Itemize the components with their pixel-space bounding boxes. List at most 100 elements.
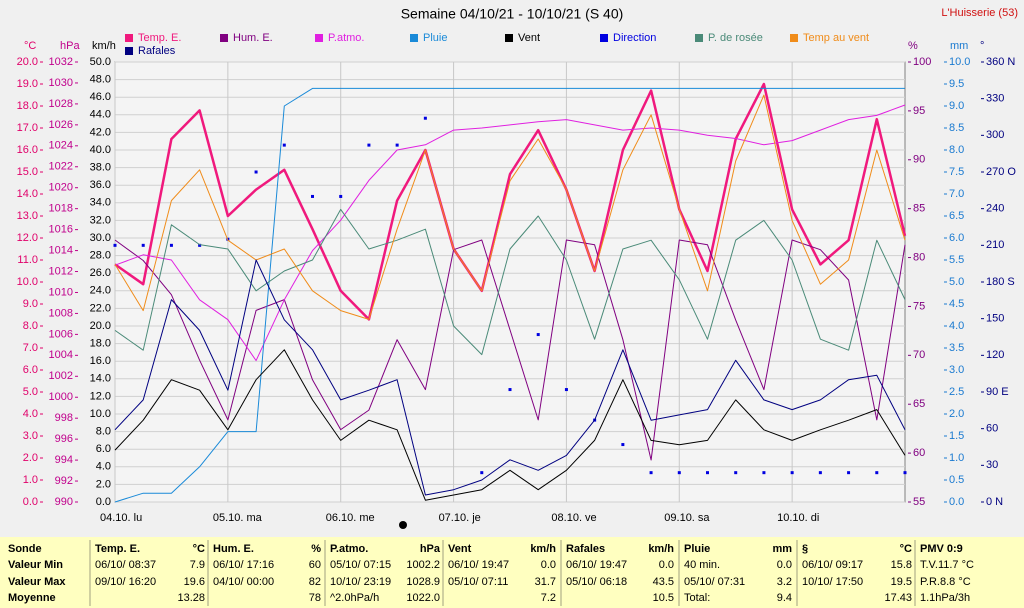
legend-label: Temp. E. — [138, 32, 181, 44]
y-tick-label: 55 — [913, 496, 925, 508]
y-tick-label: 20.0 — [17, 56, 38, 68]
y-tick-label: 16.0 — [17, 144, 38, 156]
direction-dot — [649, 471, 653, 475]
y-tick-label: 7.5 — [949, 166, 964, 178]
cell-left: 06/10/ 17:16 — [213, 559, 274, 571]
column-unit: °C — [900, 543, 912, 555]
direction-dot — [367, 143, 371, 147]
column-unit: °C — [193, 543, 205, 555]
y-tick-label: 95 — [913, 105, 925, 117]
legend-swatch — [220, 34, 228, 42]
y-tick-label: 994 — [55, 454, 73, 466]
y-tick-label: 1026 — [49, 119, 73, 131]
y-tick-label: 100 — [913, 56, 931, 68]
cell-value: 1028.9 — [406, 576, 440, 588]
y-tick-label: 30 — [986, 459, 998, 471]
y-tick-label: 1006 — [49, 328, 73, 340]
y-tick-label: 60 — [913, 447, 925, 459]
column-title: § — [802, 543, 808, 555]
y-tick-label: 1012 — [49, 265, 73, 277]
y-tick-label: 19.0 — [17, 78, 38, 90]
y-tick-label: 0.5 — [949, 474, 964, 486]
y-tick-label: 1018 — [49, 203, 73, 215]
cell-value: 19.5 — [891, 576, 912, 588]
cell-left: 05/10/ 07:15 — [330, 559, 391, 571]
cell-value: 60 — [309, 559, 321, 571]
y-tick-label: 8.0 — [949, 144, 964, 156]
cell-left: 06/10/ 08:37 — [95, 559, 156, 571]
y-tick-label: 70 — [913, 349, 925, 361]
y-tick-label: 18.0 — [90, 338, 111, 350]
y-tick-label: 1000 — [49, 391, 73, 403]
y-tick-label: 1024 — [49, 140, 73, 152]
direction-dot — [113, 243, 117, 247]
y-tick-label: 1002 — [49, 370, 73, 382]
column-title: Temp. E. — [95, 543, 140, 555]
cell-value: 31.7 — [535, 576, 556, 588]
y-tick-label: 12.0 — [90, 390, 111, 402]
cell-left: 10/10/ 17:50 — [802, 576, 863, 588]
y-tick-label: 0.0 — [96, 496, 111, 508]
y-tick-label: 1.5 — [949, 430, 964, 442]
cell-value: 43.5 — [653, 576, 674, 588]
row-header: Valeur Min — [8, 559, 63, 571]
x-tick-label: 06.10. me — [326, 512, 375, 524]
cell-left: 06/10/ 09:17 — [802, 559, 863, 571]
y-tick-label: 2.5 — [949, 386, 964, 398]
y-tick-label: 0 N — [986, 496, 1003, 508]
legend-label: Vent — [518, 32, 540, 44]
y-tick-label: 180 S — [986, 276, 1015, 288]
legend-swatch — [790, 34, 798, 42]
legend-label: Rafales — [138, 45, 176, 57]
cell-left: P.R.8.8 °C — [920, 576, 971, 588]
y-tick-label: 16.0 — [90, 355, 111, 367]
direction-dot — [169, 243, 173, 247]
axis-unit: % — [908, 40, 918, 52]
y-tick-label: 150 — [986, 313, 1004, 325]
marker-icon — [399, 521, 407, 529]
cell-value: 1022.0 — [406, 592, 440, 604]
column-title: Vent — [448, 543, 472, 555]
legend-label: Pluie — [423, 32, 447, 44]
direction-dot — [903, 471, 907, 475]
direction-dot — [282, 143, 286, 147]
y-tick-label: 8.5 — [949, 122, 964, 134]
direction-dot — [508, 388, 512, 392]
y-tick-label: 6.0 — [949, 232, 964, 244]
legend-swatch — [410, 34, 418, 42]
y-tick-label: 120 — [986, 349, 1004, 361]
y-tick-label: 1008 — [49, 307, 73, 319]
cell-left: 05/10/ 07:11 — [448, 576, 508, 588]
y-tick-label: 4.5 — [949, 298, 964, 310]
y-tick-label: 3.0 — [23, 430, 38, 442]
axis-unit: ° — [980, 40, 984, 52]
y-tick-label: 6.0 — [23, 364, 38, 376]
y-tick-label: 90 — [913, 154, 925, 166]
direction-dot — [564, 388, 568, 392]
legend-swatch — [505, 34, 513, 42]
y-tick-label: 50.0 — [90, 56, 111, 68]
y-tick-label: 210 — [986, 239, 1004, 251]
y-tick-label: 75 — [913, 300, 925, 312]
column-unit: km/h — [648, 543, 674, 555]
direction-dot — [847, 471, 851, 475]
y-tick-label: 1.0 — [949, 452, 964, 464]
y-tick-label: 9.5 — [949, 78, 964, 90]
column-title: PMV 0:9 — [920, 543, 963, 555]
cell-value: 7.9 — [190, 559, 205, 571]
series-line — [114, 87, 905, 503]
cell-value: 1002.2 — [406, 559, 440, 571]
legend-swatch — [315, 34, 323, 42]
cell-value: 17.43 — [884, 592, 912, 604]
y-tick-label: 990 — [55, 496, 73, 508]
y-tick-label: 1010 — [49, 286, 73, 298]
column-unit: km/h — [530, 543, 556, 555]
y-tick-label: 4.0 — [23, 408, 38, 420]
axis-unit: mm — [950, 40, 968, 52]
x-tick-label: 04.10. lu — [100, 512, 142, 524]
y-tick-label: 42.0 — [90, 126, 111, 138]
cell-value: 10.5 — [653, 592, 674, 604]
y-tick-label: 60 — [986, 423, 998, 435]
y-tick-label: 10.0 — [17, 276, 38, 288]
